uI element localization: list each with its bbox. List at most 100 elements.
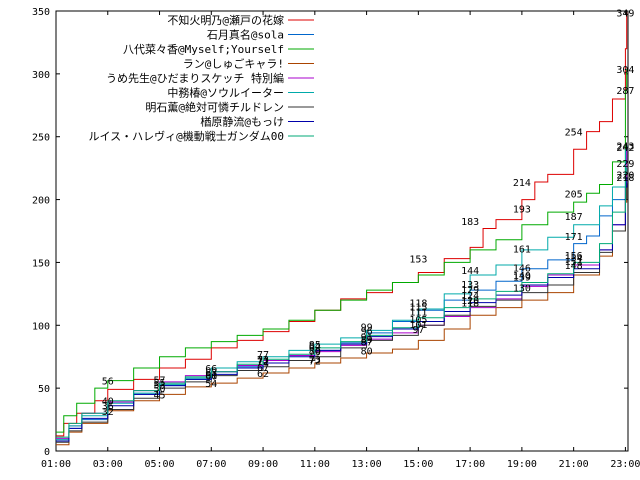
data-label: 62: [257, 369, 269, 380]
data-label: 156: [565, 251, 583, 262]
y-tick-label: 250: [32, 133, 50, 144]
data-label: 32: [102, 407, 114, 418]
x-tick-label: 03:00: [93, 459, 123, 470]
data-label: 129: [461, 285, 479, 296]
y-tick-label: 350: [32, 7, 50, 18]
legend-entry-label: 楢原静流@もっけ: [200, 115, 284, 129]
data-label: 99: [361, 323, 373, 334]
data-label: 79: [309, 348, 321, 359]
data-label: 187: [565, 212, 583, 223]
data-label: 72: [257, 356, 269, 367]
data-label: 96: [361, 326, 373, 337]
data-label: 349: [616, 8, 634, 19]
data-label: 77: [257, 350, 269, 361]
data-label: 84: [309, 341, 321, 352]
series-line-8: [56, 167, 628, 438]
data-label: 71: [257, 358, 269, 369]
series-line-2: [56, 68, 628, 433]
data-label: 73: [309, 355, 321, 366]
y-tick-label: 300: [32, 70, 50, 81]
data-label: 151: [565, 257, 583, 268]
legend-entry-label: 明石薫@絶対可憐チルドレン: [145, 100, 284, 114]
data-label: 63: [205, 368, 217, 379]
data-label: 130: [513, 284, 531, 295]
data-label: 36: [102, 402, 114, 413]
data-label: 67: [257, 363, 269, 374]
data-label: 54: [205, 379, 217, 390]
data-label: 148: [565, 261, 583, 272]
legend-entry-label: うめ先生@ひだまりスケッチ 特別編: [106, 71, 284, 85]
series-line-0: [56, 12, 628, 437]
data-label: 53: [154, 380, 166, 391]
legend-entry-label: 石月真名@sola: [207, 28, 284, 42]
data-label: 72: [309, 356, 321, 367]
series-line-3: [56, 183, 628, 446]
axes: 0 50 100 150 200 250 300 350 01:00 03:00 05:00 07:0…: [32, 7, 640, 470]
data-label: 205: [565, 189, 583, 200]
x-tick-label: 15:00: [403, 459, 433, 470]
x-tick-label: 07:00: [196, 459, 226, 470]
data-label: 50: [154, 384, 166, 395]
data-label: 144: [461, 266, 479, 277]
data-label: 118: [461, 299, 479, 310]
data-label: 91: [361, 333, 373, 344]
y-tick-label: 200: [32, 196, 50, 207]
data-labels: 153 183 214 254 349 171 187 243 56 193 205 287 304 32…: [102, 8, 635, 418]
data-label: 85: [309, 340, 321, 351]
data-label: 254: [565, 128, 583, 139]
x-tick-label: 13:00: [352, 459, 382, 470]
data-label: 115: [409, 302, 427, 313]
x-tick-label: 11:00: [300, 459, 330, 470]
data-label: 105: [409, 315, 427, 326]
data-label: 214: [513, 178, 531, 189]
data-label: 97: [412, 325, 424, 336]
data-label: 287: [616, 86, 634, 97]
data-label: 66: [205, 364, 217, 375]
series-line-7: [56, 176, 628, 442]
data-label: 89: [361, 335, 373, 346]
data-label: 73: [257, 355, 269, 366]
data-label: 124: [461, 291, 479, 302]
series-line-1: [56, 145, 628, 442]
data-label: 220: [616, 170, 634, 181]
data-label: 55: [154, 378, 166, 389]
data-label: 140: [513, 271, 531, 282]
data-label: 161: [513, 245, 531, 256]
data-label: 153: [409, 255, 427, 266]
data-label: 118: [409, 299, 427, 310]
y-tick-label: 0: [44, 447, 50, 458]
data-label: 154: [565, 253, 583, 264]
x-tick-label: 01:00: [41, 459, 71, 470]
data-label: 218: [616, 173, 634, 184]
data-label: 61: [205, 370, 217, 381]
x-tick-label: 17:00: [455, 459, 485, 470]
legend-entry-label: ラン@しゅごキャラ!: [183, 57, 284, 71]
data-label: 45: [154, 390, 166, 401]
data-label: 80: [361, 346, 373, 357]
data-label: 80: [309, 346, 321, 357]
x-tick-label: 05:00: [144, 459, 174, 470]
series-line-6: [56, 183, 628, 443]
data-label: 101: [409, 320, 427, 331]
y-tick-label: 150: [32, 258, 50, 269]
x-tick-label: 19:00: [507, 459, 537, 470]
y-tick-label: 50: [38, 384, 50, 395]
data-label: 243: [616, 142, 634, 153]
data-label: 60: [205, 372, 217, 383]
data-label: 87: [361, 338, 373, 349]
legend-entry-label: 中務椿@ソウルイーター: [167, 86, 284, 100]
data-label: 242: [616, 143, 634, 154]
x-tick-label: 09:00: [248, 459, 278, 470]
data-label: 56: [102, 377, 114, 388]
data-label: 111: [409, 307, 427, 318]
legend-entry-label: ルイス・ハレヴィ@機動戦士ガンダム00: [88, 129, 284, 143]
data-label: 120: [461, 296, 479, 307]
data-label: 139: [513, 272, 531, 283]
data-label: 171: [565, 232, 583, 243]
data-label: 133: [461, 280, 479, 291]
data-label: 183: [461, 217, 479, 228]
plot-frame: [55, 10, 629, 452]
legend-entry-label: 不知火明乃@瀬戸の花嫁: [167, 13, 284, 27]
series-layer: [56, 12, 628, 446]
